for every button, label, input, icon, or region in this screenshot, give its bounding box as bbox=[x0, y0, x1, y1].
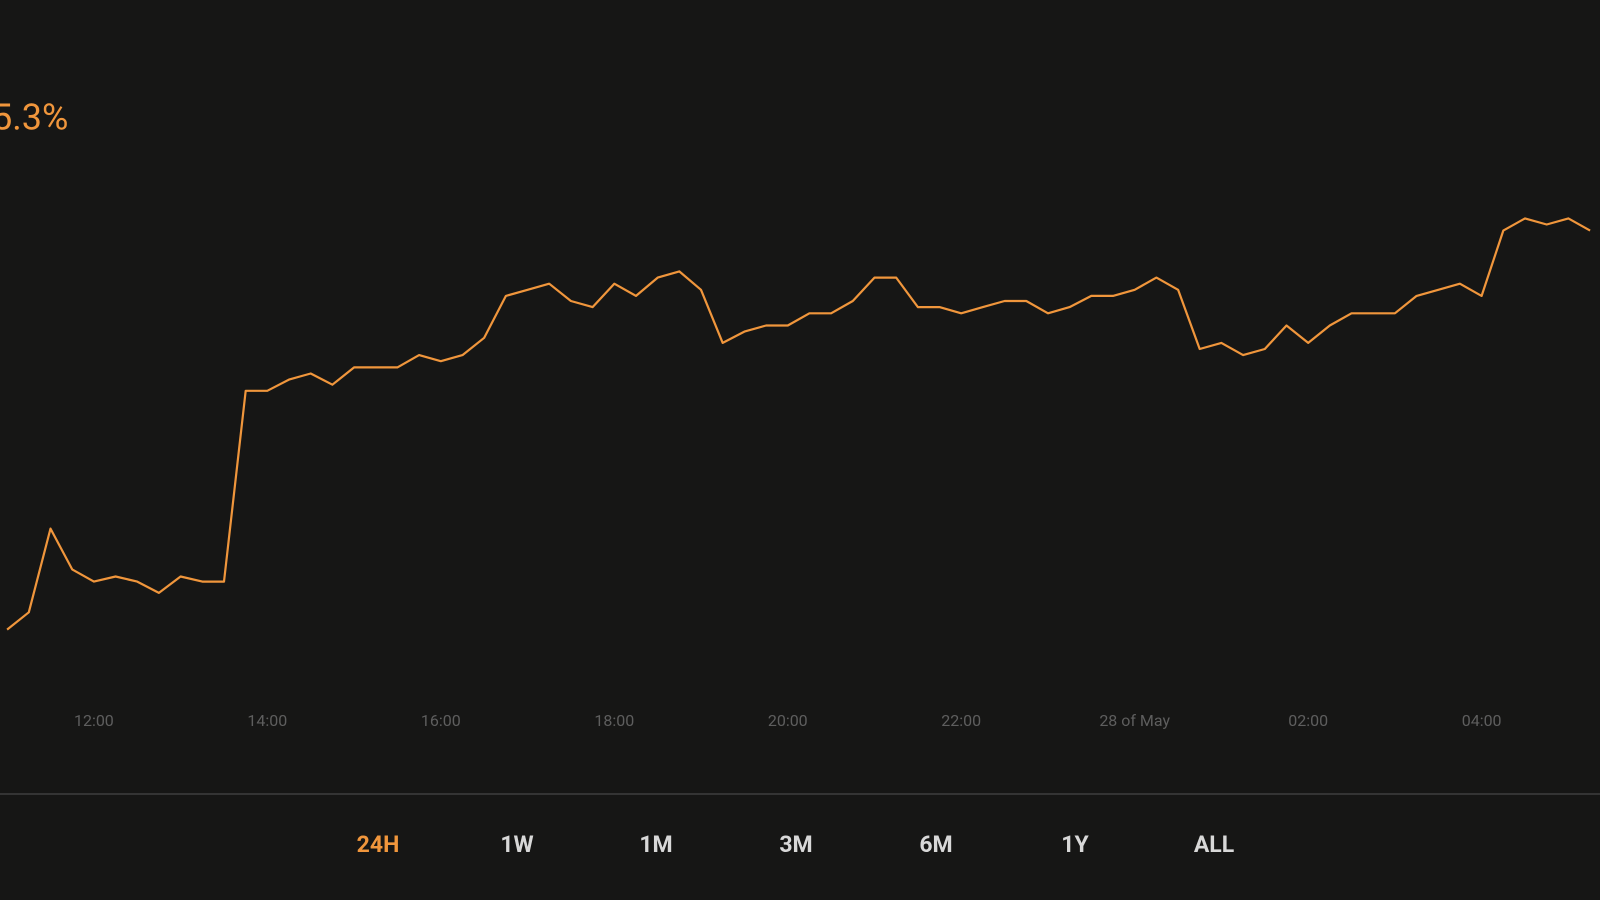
range-button[interactable]: 3M bbox=[779, 831, 812, 858]
range-button[interactable]: ALL bbox=[1194, 831, 1234, 858]
range-button[interactable]: 1W bbox=[500, 831, 533, 858]
range-button[interactable]: 24H bbox=[357, 831, 400, 858]
x-tick-label: 14:00 bbox=[247, 711, 287, 730]
range-button[interactable]: 6M bbox=[919, 831, 952, 858]
price-line bbox=[6, 217, 1591, 631]
change-label: 5.3% bbox=[0, 97, 68, 139]
x-tick-label: 04:00 bbox=[1462, 711, 1502, 730]
x-tick-label: 28 of May bbox=[1099, 711, 1170, 730]
x-tick-label: 02:00 bbox=[1288, 711, 1328, 730]
x-tick-label: 12:00 bbox=[74, 711, 114, 730]
range-button[interactable]: 1M bbox=[639, 831, 672, 858]
range-button[interactable]: 1Y bbox=[1061, 831, 1089, 858]
x-tick-label: 18:00 bbox=[594, 711, 634, 730]
x-tick-label: 22:00 bbox=[941, 711, 981, 730]
x-tick-label: 16:00 bbox=[421, 711, 461, 730]
x-tick-label: 20:00 bbox=[768, 711, 808, 730]
